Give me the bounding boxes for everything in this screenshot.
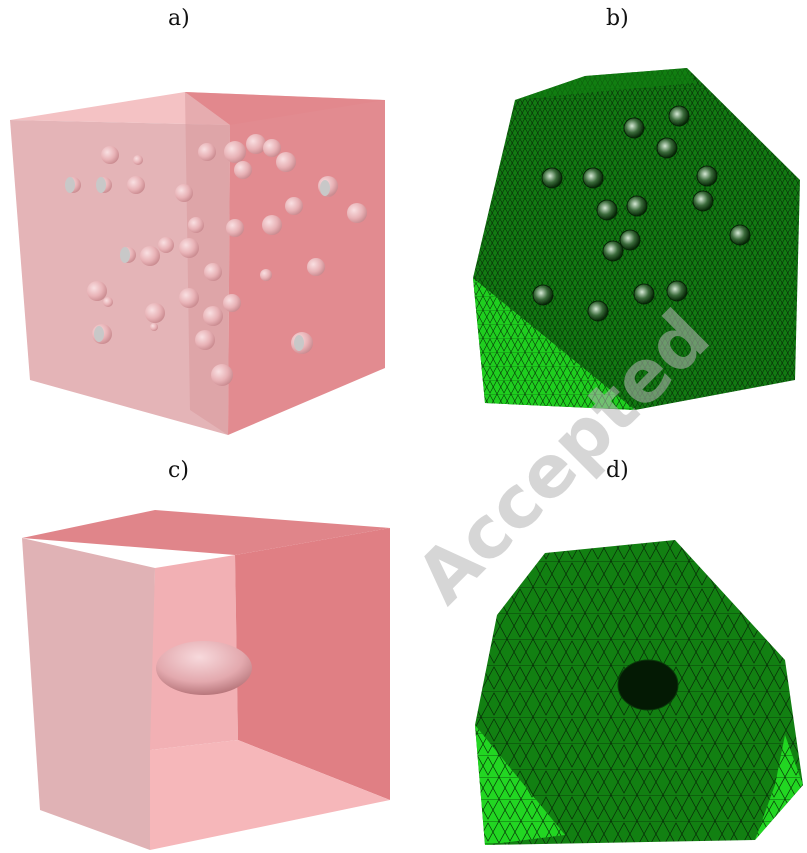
sphere-inclusion (260, 269, 272, 281)
mesh-inclusion (596, 199, 618, 221)
sphere-inclusion (246, 134, 266, 154)
mesh-inclusion (668, 105, 690, 127)
sphere-inclusion (263, 139, 281, 157)
mesh-inclusion (619, 229, 641, 251)
sphere-inclusion (133, 155, 143, 165)
sphere-inclusion (347, 203, 367, 223)
sphere-inclusion (211, 364, 233, 386)
sphere-inclusion (179, 288, 199, 308)
panel-label-a: a) (168, 6, 190, 31)
sphere-inclusion (127, 176, 145, 194)
mesh-inclusion (532, 284, 554, 306)
cube-right-face (185, 92, 385, 435)
panel-label-c: c) (168, 458, 189, 483)
sphere-inclusion (262, 215, 282, 235)
mesh-inclusion (656, 137, 678, 159)
sphere-inclusion (285, 197, 303, 215)
sphere-inclusion (223, 294, 241, 312)
mesh-inclusion (696, 165, 718, 187)
mesh-spheres-figure (473, 68, 800, 410)
mesh-inclusion (666, 280, 688, 302)
mesh-inclusion (623, 117, 645, 139)
sphere-cut-face (96, 177, 106, 193)
mesh-inclusion (582, 167, 604, 189)
sphere-inclusion (198, 143, 216, 161)
ellipsoid-inclusion (156, 641, 252, 695)
sphere-inclusion (175, 184, 193, 202)
mesh-inclusion (626, 195, 648, 217)
cube-top-face (22, 510, 390, 555)
sphere-inclusion (203, 306, 223, 326)
sphere-inclusion (150, 323, 158, 331)
sphere-cut-face (320, 180, 330, 196)
cube-right-face (235, 528, 390, 800)
mesh-inclusion (602, 240, 624, 262)
mesh-inclusion (587, 300, 609, 322)
cube-bottom-face (150, 740, 390, 850)
sphere-inclusion (188, 217, 204, 233)
mesh-ellipsoid-figure (475, 540, 803, 845)
mesh-lower-left-face (473, 278, 635, 410)
sphere-inclusion (87, 281, 107, 301)
cube-spheres-figure (10, 92, 385, 435)
mesh-right-face (755, 735, 803, 840)
cube-left-face (10, 120, 230, 435)
cube-inner-shade (185, 92, 230, 435)
sphere-inclusion (179, 238, 199, 258)
spheres-group (65, 134, 367, 386)
panel-label-b: b) (606, 6, 629, 31)
sphere-inclusion (307, 258, 325, 276)
sphere-inclusion (234, 161, 252, 179)
mesh-inclusion (633, 283, 655, 305)
sphere-inclusion (195, 330, 215, 350)
mesh-inclusion (541, 167, 563, 189)
mesh-lower-left-face (475, 725, 565, 845)
mesh-inclusion (692, 190, 714, 212)
sphere-inclusion (140, 246, 160, 266)
sphere-cut-face (294, 335, 304, 351)
sphere-inclusion (101, 146, 119, 164)
sphere-cut-face (94, 326, 104, 342)
sphere-inclusion (158, 237, 174, 253)
mesh-inclusion (729, 224, 751, 246)
cube-ellipsoid-figure (22, 510, 390, 850)
mesh-top-edge (515, 68, 695, 100)
sphere-inclusion (204, 263, 222, 281)
panel-label-d: d) (606, 458, 629, 483)
sphere-inclusion (226, 219, 244, 237)
sphere-cut-face (120, 247, 130, 263)
cube-left-face (22, 538, 155, 850)
sphere-inclusion (224, 141, 246, 163)
ellipsoid-inclusion-mesh (617, 659, 679, 711)
inclusions-group (532, 105, 751, 322)
sphere-inclusion (276, 152, 296, 172)
sphere-cut-face (65, 177, 75, 193)
sphere-inclusion (145, 303, 165, 323)
sphere-inclusion (103, 297, 113, 307)
